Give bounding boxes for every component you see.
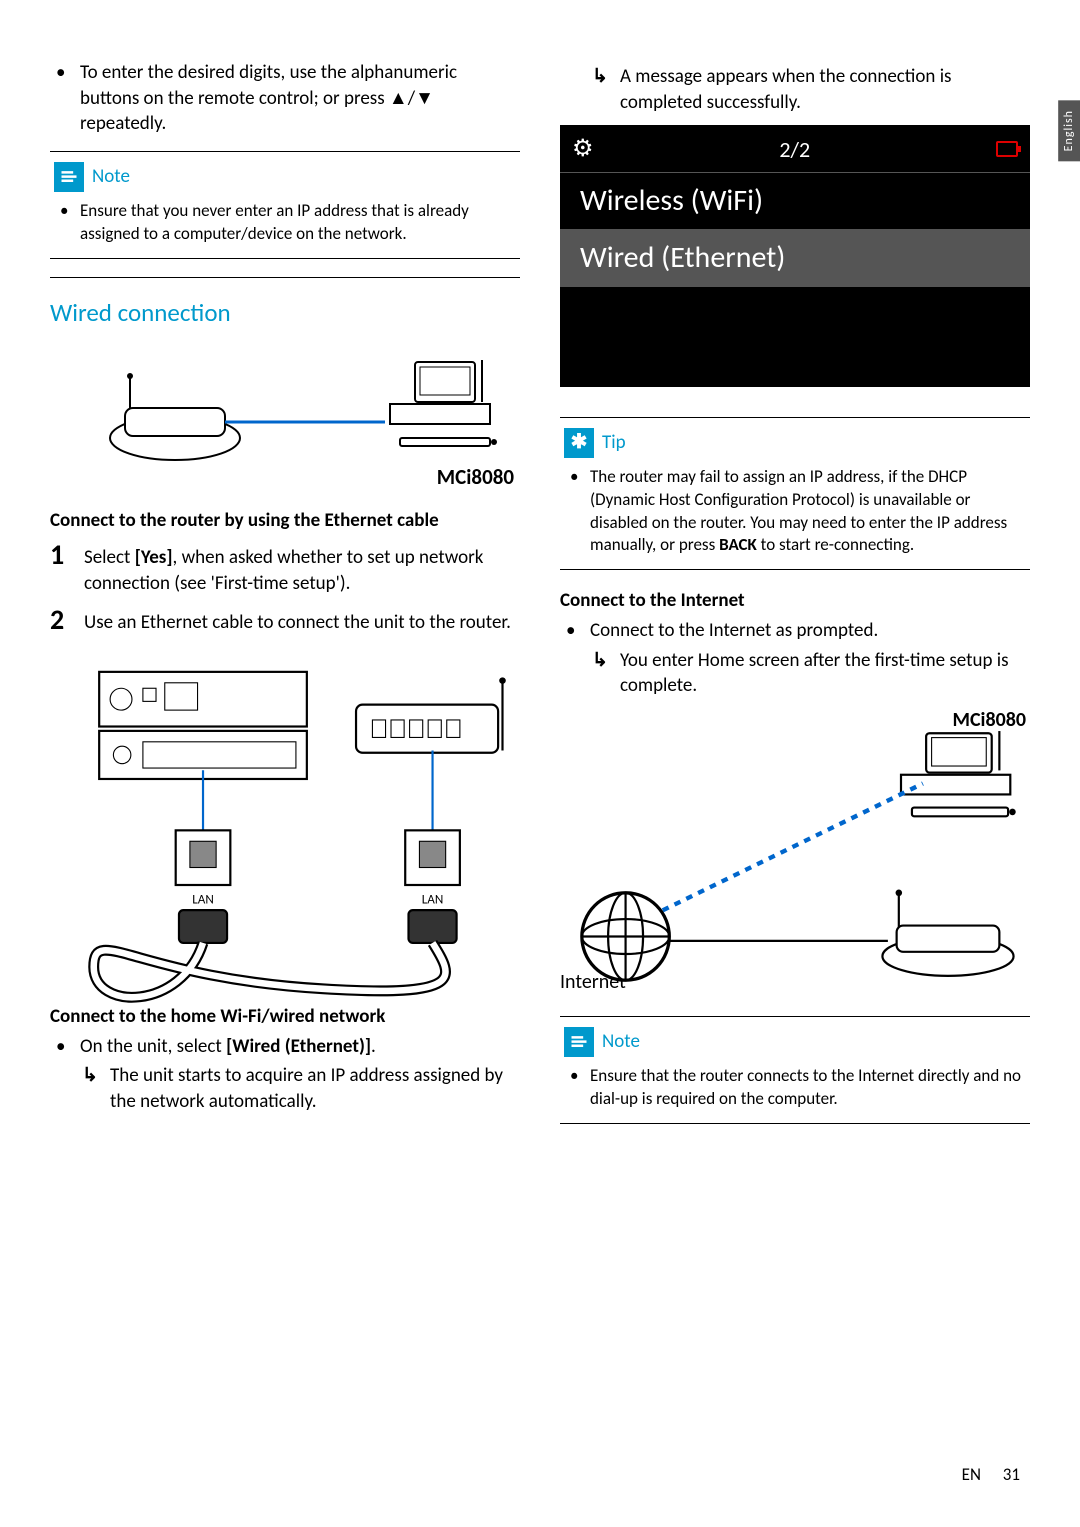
section-title: Wired connection bbox=[50, 296, 520, 330]
device-label-2: MCi8080 bbox=[952, 707, 1026, 734]
device-label: MCi8080 bbox=[437, 463, 514, 491]
note-label: Note bbox=[92, 164, 130, 190]
screen-item-wireless[interactable]: Wireless (WiFi) bbox=[560, 172, 1030, 230]
note-box-router: Note • Ensure that the router connects t… bbox=[560, 1016, 1030, 1124]
tip-box-dhcp: ✱ Tip • The router may fail to assign an… bbox=[560, 417, 1030, 571]
footer-lang: EN bbox=[962, 1464, 981, 1485]
subhead-connect-internet: Connect to the Internet bbox=[560, 588, 1030, 614]
result-arrow-icon: ↳ bbox=[80, 1063, 110, 1114]
result-arrow-icon: ↳ bbox=[590, 64, 620, 115]
step-1-text: Select [Yes], when asked whether to set … bbox=[84, 541, 520, 596]
step-1-num: 1 bbox=[50, 541, 84, 596]
wired-connection-diagram: MCi8080 bbox=[50, 338, 520, 468]
result-arrow-icon: ↳ bbox=[590, 648, 620, 699]
language-tab: English bbox=[1058, 100, 1080, 161]
intro-bullet-text: To enter the desired digits, use the alp… bbox=[80, 60, 520, 137]
note-box-ip: Note • Ensure that you never enter an IP… bbox=[50, 151, 520, 259]
bullet-dot: • bbox=[50, 60, 80, 137]
connect-internet-sub: You enter Home screen after the first-ti… bbox=[620, 648, 1030, 699]
battery-icon bbox=[996, 141, 1018, 157]
screen-item-wired[interactable]: Wired (Ethernet) bbox=[560, 229, 1030, 287]
page-footer: EN 31 bbox=[962, 1464, 1020, 1487]
tip-body: The router may fail to assign an IP addr… bbox=[590, 466, 1026, 558]
gear-icon: ⚙ bbox=[572, 133, 594, 165]
select-wired-bullet: • On the unit, select [Wired (Ethernet)]… bbox=[50, 1034, 520, 1115]
connect-internet-text: Connect to the Internet as prompted. bbox=[590, 619, 878, 642]
subhead-ethernet: Connect to the router by using the Ether… bbox=[50, 508, 520, 534]
internet-diagram: MCi8080 bbox=[560, 707, 1030, 967]
note-body-2: Ensure that the router connects to the I… bbox=[590, 1065, 1026, 1111]
success-message-text: A message appears when the connection is… bbox=[620, 64, 1030, 115]
tip-label: Tip bbox=[602, 430, 626, 456]
step-2-text: Use an Ethernet cable to connect the uni… bbox=[84, 606, 520, 636]
svg-text:LAN: LAN bbox=[422, 892, 444, 908]
note-label-2: Note bbox=[602, 1029, 640, 1055]
step-2-num: 2 bbox=[50, 606, 84, 636]
left-column: • To enter the desired digits, use the a… bbox=[50, 60, 520, 1142]
ethernet-cable-diagram: LAN LAN bbox=[50, 650, 520, 990]
select-wired-sub: The unit starts to acquire an IP address… bbox=[110, 1063, 520, 1114]
footer-page: 31 bbox=[1003, 1464, 1020, 1485]
screen-page-indicator: 2/2 bbox=[779, 135, 810, 165]
note-icon bbox=[54, 162, 84, 192]
tip-icon: ✱ bbox=[564, 428, 594, 458]
success-message: ↳ A message appears when the connection … bbox=[560, 64, 1030, 115]
connect-internet-bullet: • Connect to the Internet as prompted. ↳… bbox=[560, 618, 1030, 699]
step-2: 2 Use an Ethernet cable to connect the u… bbox=[50, 606, 520, 636]
svg-text:LAN: LAN bbox=[192, 892, 214, 908]
right-column: ↳ A message appears when the connection … bbox=[560, 60, 1030, 1142]
step-1: 1 Select [Yes], when asked whether to se… bbox=[50, 541, 520, 596]
device-screen: ⚙ 2/2 Wireless (WiFi) Wired (Ethernet) bbox=[560, 125, 1030, 386]
note-body: Ensure that you never enter an IP addres… bbox=[80, 200, 516, 246]
intro-bullet: • To enter the desired digits, use the a… bbox=[50, 60, 520, 137]
note-icon bbox=[564, 1027, 594, 1057]
